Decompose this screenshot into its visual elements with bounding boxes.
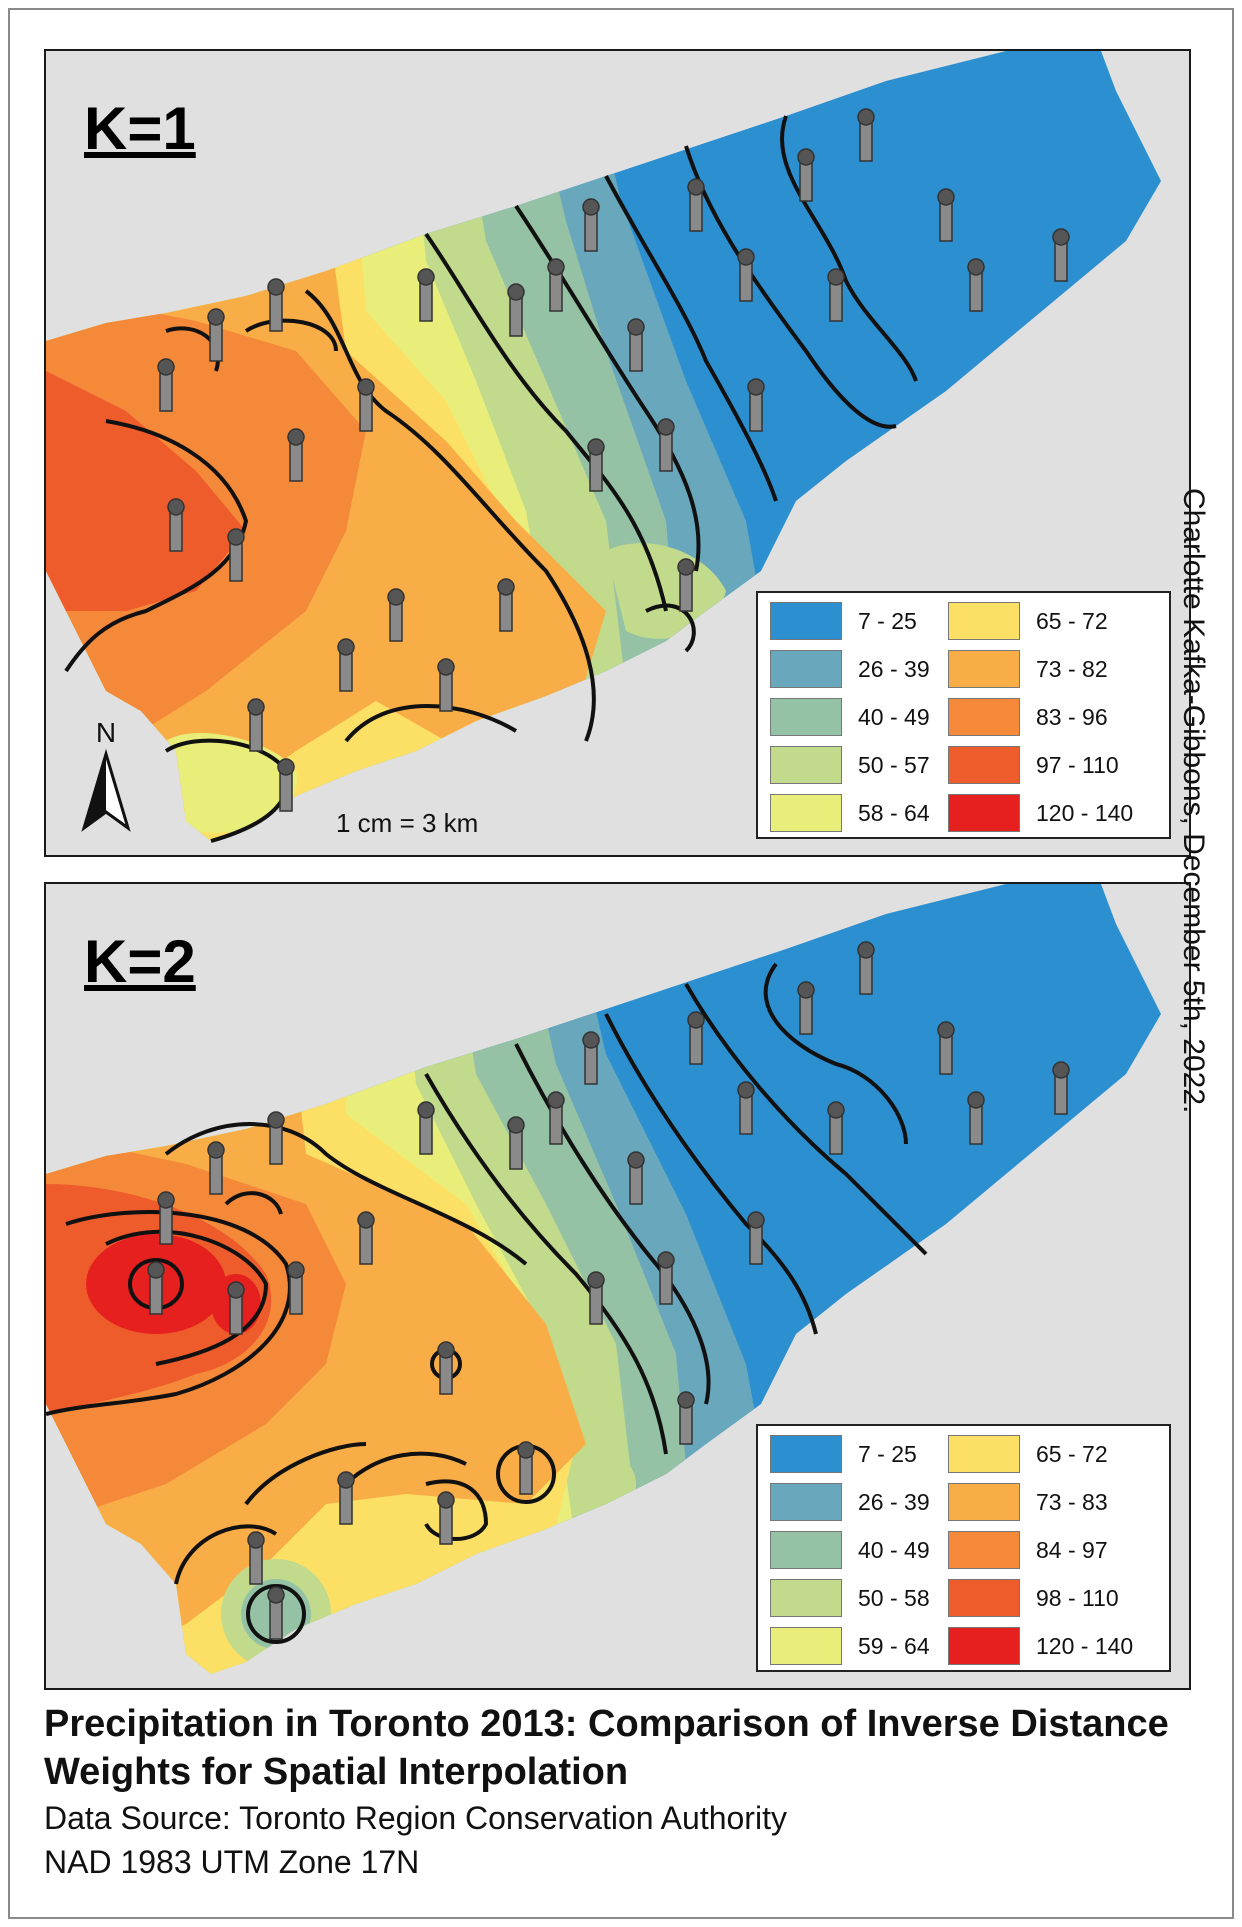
- map-title: Precipitation in Toronto 2013: Compariso…: [44, 1703, 1169, 1793]
- legend-swatch: [948, 1435, 1020, 1473]
- k-label-bottom: K=2: [84, 928, 196, 995]
- data-source: Data Source: Toronto Region Conservation…: [44, 1800, 787, 1836]
- legend-label: 65 - 72: [1036, 607, 1108, 634]
- legend-swatch: [948, 1627, 1020, 1665]
- legend-k2: 7 - 25 26 - 39 40 - 49 50 - 58 59 - 64 6…: [756, 1424, 1171, 1672]
- legend-item: 40 - 49: [770, 697, 930, 737]
- legend-item: 50 - 57: [770, 745, 930, 785]
- author-credit-text: Charlotte Kafka-Gibbons, December 5th, 2…: [1177, 488, 1210, 1114]
- legend-label: 59 - 64: [858, 1632, 930, 1659]
- map-panel-k2: K=2 7 - 25 26 - 39 40 - 49 50 - 58 59 - …: [44, 882, 1191, 1690]
- legend-swatch: [948, 698, 1020, 736]
- legend-item: 120 - 140: [948, 793, 1133, 833]
- k-label-top: K=1: [84, 95, 196, 162]
- map-panel-k1: K=1 N 1 cm = 3 km 7 - 25 26 - 39 40 - 49…: [44, 49, 1191, 857]
- legend-item: 73 - 82: [948, 649, 1108, 689]
- legend-swatch: [948, 1579, 1020, 1617]
- legend-k1: 7 - 25 26 - 39 40 - 49 50 - 57 58 - 64 6…: [756, 591, 1171, 839]
- legend-item: 84 - 97: [948, 1530, 1108, 1570]
- legend-swatch: [770, 698, 842, 736]
- legend-label: 50 - 58: [858, 1584, 930, 1611]
- legend-label: 7 - 25: [858, 607, 917, 634]
- legend-label: 120 - 140: [1036, 1632, 1134, 1659]
- legend-swatch: [948, 746, 1020, 784]
- legend-label: 73 - 83: [1036, 1488, 1108, 1515]
- legend-swatch: [948, 1531, 1020, 1569]
- legend-label: 7 - 25: [858, 1440, 917, 1467]
- legend-swatch: [770, 1579, 842, 1617]
- page-frame: [8, 8, 1234, 1919]
- legend-item: 50 - 58: [770, 1578, 930, 1618]
- legend-item: 65 - 72: [948, 601, 1108, 641]
- legend-swatch: [770, 650, 842, 688]
- legend-label: 97 - 110: [1036, 751, 1119, 778]
- legend-swatch: [770, 602, 842, 640]
- legend-label: 65 - 72: [1036, 1440, 1108, 1467]
- toronto-map-k2: [46, 884, 1161, 1674]
- legend-item: 40 - 49: [770, 1530, 930, 1570]
- legend-swatch: [770, 746, 842, 784]
- legend-item: 97 - 110: [948, 745, 1119, 785]
- legend-label: 26 - 39: [858, 655, 930, 682]
- legend-swatch: [948, 794, 1020, 832]
- legend-item: 83 - 96: [948, 697, 1108, 737]
- legend-item: 7 - 25: [770, 601, 917, 641]
- legend-item: 120 - 140: [948, 1626, 1133, 1666]
- legend-swatch: [770, 1531, 842, 1569]
- legend-swatch: [948, 602, 1020, 640]
- legend-label: 26 - 39: [858, 1488, 930, 1515]
- toronto-map-k1: [46, 51, 1161, 843]
- legend-label: 40 - 49: [858, 1536, 930, 1563]
- north-arrow-icon: N: [76, 716, 136, 836]
- legend-swatch: [948, 650, 1020, 688]
- legend-item: 26 - 39: [770, 649, 930, 689]
- legend-label: 50 - 57: [858, 751, 930, 778]
- legend-item: 98 - 110: [948, 1578, 1119, 1618]
- legend-label: 73 - 82: [1036, 655, 1108, 682]
- legend-swatch: [770, 1435, 842, 1473]
- legend-swatch: [770, 1627, 842, 1665]
- legend-label: 40 - 49: [858, 703, 930, 730]
- legend-item: 73 - 83: [948, 1482, 1108, 1522]
- legend-label: 84 - 97: [1036, 1536, 1108, 1563]
- legend-swatch: [948, 1483, 1020, 1521]
- scale-text: 1 cm = 3 km: [336, 808, 479, 838]
- legend-item: 58 - 64: [770, 793, 930, 833]
- legend-item: 59 - 64: [770, 1626, 930, 1666]
- legend-label: 98 - 110: [1036, 1584, 1119, 1611]
- north-label: N: [96, 717, 116, 748]
- legend-label: 83 - 96: [1036, 703, 1108, 730]
- projection-info: NAD 1983 UTM Zone 17N: [44, 1844, 420, 1880]
- legend-label: 58 - 64: [858, 799, 930, 826]
- legend-item: 65 - 72: [948, 1434, 1108, 1474]
- legend-item: 7 - 25: [770, 1434, 917, 1474]
- legend-swatch: [770, 1483, 842, 1521]
- legend-item: 26 - 39: [770, 1482, 930, 1522]
- legend-swatch: [770, 794, 842, 832]
- legend-label: 120 - 140: [1036, 799, 1134, 826]
